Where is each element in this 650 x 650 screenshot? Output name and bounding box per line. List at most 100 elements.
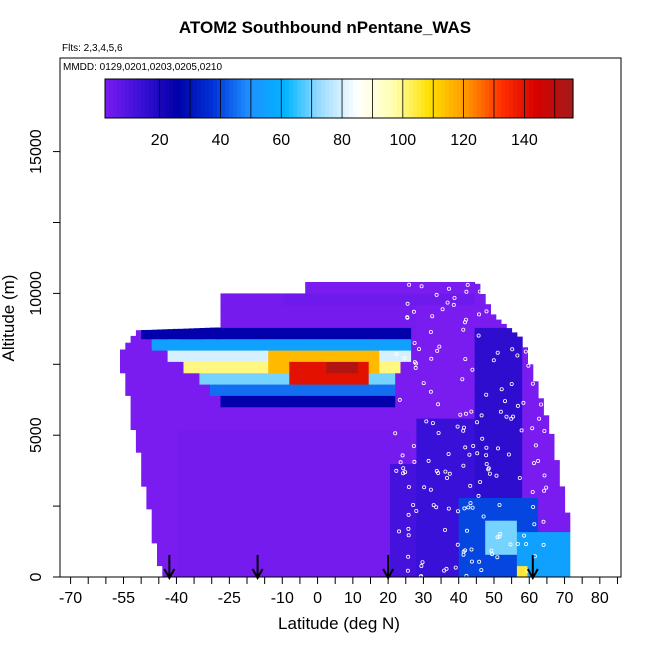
heatmap-cell bbox=[241, 327, 248, 340]
heatmap-cell bbox=[262, 429, 269, 442]
heatmap-cell bbox=[374, 497, 380, 510]
heatmap-cell bbox=[231, 486, 237, 498]
heatmap-cell bbox=[347, 316, 354, 328]
heatmap-cell bbox=[342, 429, 349, 442]
heatmap-cell bbox=[204, 474, 211, 487]
heatmap-cell bbox=[421, 565, 428, 577]
heatmap-cell bbox=[194, 350, 200, 362]
heatmap-cell bbox=[146, 418, 153, 430]
heatmap-cell bbox=[506, 474, 513, 487]
heatmap-cell bbox=[188, 350, 195, 362]
heatmap-cell bbox=[178, 543, 184, 555]
heatmap-cell bbox=[416, 520, 423, 533]
heatmap-cell bbox=[146, 406, 153, 419]
heatmap-cell bbox=[416, 327, 423, 340]
heatmap-cell bbox=[426, 554, 433, 567]
heatmap-cell bbox=[289, 508, 296, 521]
heatmap-cell bbox=[347, 463, 354, 476]
heatmap-cell bbox=[167, 406, 174, 419]
sample-point bbox=[412, 340, 417, 345]
heatmap-cell bbox=[405, 452, 412, 464]
heatmap-cell bbox=[247, 418, 253, 430]
heatmap-cell bbox=[257, 316, 264, 328]
heatmap-cell bbox=[516, 497, 523, 510]
heatmap-cell bbox=[421, 316, 428, 328]
heatmap-cell bbox=[527, 440, 534, 453]
heatmap-cell bbox=[167, 429, 174, 442]
heatmap-cell bbox=[411, 531, 417, 544]
heatmap-cell bbox=[389, 350, 396, 362]
heatmap-cell bbox=[474, 486, 481, 498]
sample-point bbox=[495, 350, 500, 355]
heatmap-cell bbox=[479, 316, 486, 328]
heatmap-cell bbox=[416, 406, 423, 419]
heatmap-cell bbox=[464, 327, 470, 340]
heatmap-cell bbox=[284, 440, 290, 453]
heatmap-cell bbox=[231, 463, 237, 476]
heatmap-cell bbox=[368, 293, 375, 306]
heatmap-cell bbox=[516, 384, 523, 396]
heatmap-cell bbox=[337, 429, 343, 442]
colorbar-segment bbox=[157, 79, 162, 118]
colorbar-segment bbox=[265, 79, 270, 118]
colorbar-segment bbox=[161, 79, 166, 118]
heatmap-cell bbox=[538, 463, 544, 476]
heatmap-cell bbox=[368, 418, 375, 430]
heatmap-cell bbox=[453, 361, 460, 374]
heatmap-cell bbox=[543, 440, 550, 453]
heatmap-cell bbox=[342, 440, 349, 453]
heatmap-cell bbox=[437, 429, 444, 442]
heatmap-cell bbox=[215, 565, 221, 577]
heatmap-cell bbox=[141, 429, 147, 442]
sample-point bbox=[469, 547, 474, 552]
heatmap-cell bbox=[262, 565, 269, 577]
heatmap-cell bbox=[284, 361, 290, 374]
heatmap-cell bbox=[511, 361, 518, 374]
heatmap-cell bbox=[511, 332, 518, 340]
heatmap-cell bbox=[278, 520, 285, 533]
heatmap-cell bbox=[289, 327, 296, 340]
heatmap-cell bbox=[247, 452, 253, 464]
heatmap-cell bbox=[506, 328, 513, 340]
heatmap-cell bbox=[326, 440, 333, 453]
heatmap-cell bbox=[321, 440, 327, 453]
heatmap-cell bbox=[485, 429, 491, 442]
heatmap-cell bbox=[453, 508, 460, 521]
heatmap-cell bbox=[421, 361, 428, 374]
heatmap-cell bbox=[522, 565, 528, 577]
sample-point bbox=[481, 514, 486, 519]
colorbar-segment bbox=[533, 79, 538, 118]
heatmap-cell bbox=[384, 452, 391, 464]
heatmap-cell bbox=[432, 282, 438, 294]
heatmap-cell bbox=[294, 497, 301, 510]
heatmap-cell bbox=[379, 316, 386, 328]
sample-point bbox=[464, 573, 469, 577]
heatmap-cell bbox=[347, 406, 354, 419]
heatmap-cell bbox=[151, 338, 158, 351]
heatmap-cell bbox=[151, 520, 158, 533]
heatmap-cell bbox=[469, 395, 476, 408]
heatmap-cell bbox=[453, 452, 460, 464]
heatmap-cell bbox=[231, 395, 237, 408]
heatmap-cell bbox=[337, 316, 343, 328]
heatmap-cell bbox=[532, 381, 539, 385]
heatmap-cell bbox=[363, 486, 370, 498]
heatmap-cell bbox=[395, 293, 401, 306]
heatmap-cell bbox=[448, 543, 454, 555]
sample-point bbox=[509, 416, 514, 421]
heatmap-cell bbox=[506, 554, 513, 567]
heatmap-cell bbox=[215, 338, 221, 351]
heatmap-cell bbox=[236, 531, 243, 544]
sample-point bbox=[424, 419, 429, 424]
heatmap-cell bbox=[352, 372, 359, 385]
heatmap-cell bbox=[490, 463, 497, 476]
heatmap-cell bbox=[284, 497, 290, 510]
heatmap-cell bbox=[194, 474, 200, 487]
heatmap-cell bbox=[437, 418, 444, 430]
heatmap-cell bbox=[511, 520, 518, 533]
heatmap-cell bbox=[389, 372, 396, 385]
heatmap-cell bbox=[241, 531, 248, 544]
sample-point bbox=[526, 363, 531, 368]
heatmap-cell bbox=[294, 429, 301, 442]
heatmap-cell bbox=[178, 486, 184, 498]
